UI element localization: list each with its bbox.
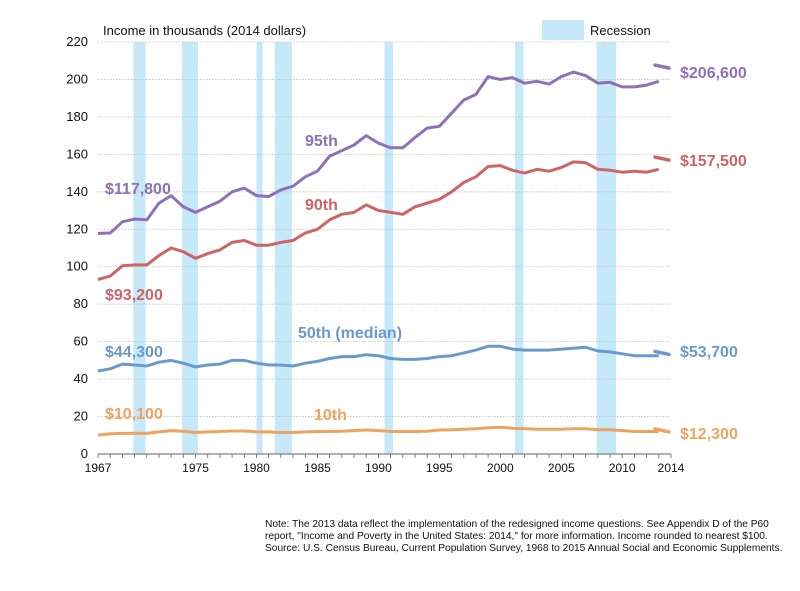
- x-tick-label: 2010: [609, 461, 636, 475]
- y-gridlines: [98, 41, 671, 417]
- recession-band: [256, 42, 263, 454]
- y-tick-label: 80: [74, 296, 88, 311]
- y-tick-label: 0: [81, 446, 88, 461]
- series-lines: [97, 63, 671, 437]
- start-label-10th: $10,100: [105, 406, 163, 423]
- y-tick-label: 220: [66, 34, 88, 49]
- end-label-95th: $206,600: [680, 65, 747, 82]
- series-2014-marker: [653, 427, 671, 434]
- series-2014-marker: [653, 63, 671, 70]
- footnote-text: Note: The 2013 data reflect the implemen…: [265, 519, 769, 543]
- series-line: [97, 344, 659, 373]
- recession-band: [596, 42, 617, 454]
- y-tick-label: 120: [66, 221, 88, 236]
- y-axis-ticks: 0 20 40 60 80 100 120 140 160 180 200 220: [66, 34, 88, 461]
- recession-legend-label: Recession: [590, 23, 651, 38]
- start-label-90th: $93,200: [105, 287, 163, 304]
- x-tick-label: 2000: [487, 461, 514, 475]
- recession-bands: [133, 42, 617, 454]
- x-tick-label: 1990: [365, 461, 392, 475]
- series-line: [97, 70, 660, 235]
- x-tick-label: 1967: [85, 461, 112, 475]
- series-name-50th: 50th (median): [298, 325, 402, 342]
- series-line: [97, 160, 660, 281]
- recession-band: [133, 42, 146, 454]
- x-tick-label: 1995: [426, 461, 453, 475]
- series-2014-marker: [653, 349, 671, 357]
- end-label-50th: $53,700: [680, 344, 738, 361]
- recession-band: [514, 42, 524, 454]
- x-axis-ticks: 1967 1975 1980 1985 1990 1995 2000 2005 2010 2014: [85, 454, 685, 475]
- start-label-95th: $117,800: [105, 181, 171, 198]
- y-tick-label: 20: [74, 409, 88, 424]
- y-tick-label: 200: [66, 71, 88, 86]
- end-label-10th: $12,300: [680, 426, 738, 443]
- x-tick-label: 1980: [243, 461, 270, 475]
- y-tick-label: 180: [66, 109, 88, 124]
- series-name-10th: 10th: [314, 407, 347, 424]
- series-name-95th: 95th: [305, 133, 338, 150]
- series-name-90th: 90th: [305, 197, 338, 214]
- y-tick-label: 160: [66, 146, 88, 161]
- y-tick-label: 40: [74, 371, 88, 386]
- recession-band: [274, 42, 292, 454]
- end-label-90th: $157,500: [680, 153, 747, 170]
- y-tick-label: 60: [74, 334, 88, 349]
- series-line: [97, 425, 659, 437]
- y-axis-title: Income in thousands (2014 dollars): [103, 23, 306, 38]
- recession-band: [384, 42, 394, 454]
- footnote: Note: The 2013 data reflect the implemen…: [265, 519, 797, 556]
- start-label-50th: $44,300: [105, 344, 163, 361]
- recession-legend-swatch: [542, 20, 584, 40]
- x-tick-label: 1975: [182, 461, 209, 475]
- x-tick-label: 2014: [658, 461, 685, 475]
- y-tick-label: 100: [66, 259, 88, 274]
- footnote-source: Source: U.S. Census Bureau, Current Popu…: [265, 543, 783, 555]
- x-tick-label: 1985: [304, 461, 331, 475]
- series-labels: 95th 90th 50th (median) 10th $117,800 $9…: [105, 65, 747, 443]
- series-2014-marker: [653, 155, 671, 162]
- y-tick-label: 140: [66, 184, 88, 199]
- recession-band: [182, 42, 198, 454]
- x-tick-label: 2005: [548, 461, 575, 475]
